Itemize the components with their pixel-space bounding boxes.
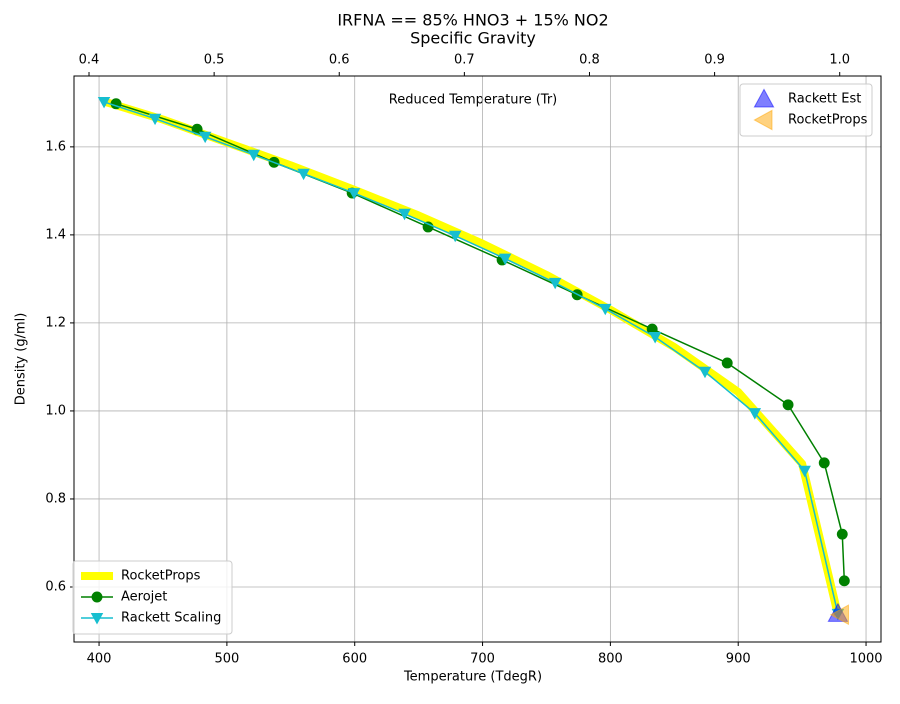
marker [753, 109, 773, 131]
x-tick-label: 600 [342, 652, 367, 667]
marker [97, 96, 111, 109]
marker [198, 131, 212, 144]
y-tick-label: 1.0 [45, 403, 66, 418]
x2-tick-label: 0.9 [704, 53, 725, 68]
legend-label: Aerojet [121, 590, 167, 605]
legend-label: Rackett Scaling [121, 611, 221, 626]
x2-tick-label: 1.0 [829, 53, 850, 68]
legend: Rackett Est RocketProps [739, 83, 873, 137]
marker [398, 208, 411, 221]
marker [247, 149, 260, 162]
marker [148, 113, 162, 126]
marker [91, 591, 103, 603]
x-tick-label: 400 [87, 652, 112, 667]
marker [721, 357, 733, 369]
marker [347, 188, 361, 200]
x2-axis-label: Reduced Temperature (Tr) [389, 93, 557, 108]
marker [782, 399, 794, 411]
legend-label: RocketProps [121, 569, 201, 584]
y-tick-label: 1.6 [45, 139, 66, 154]
y-tick-label: 1.2 [45, 315, 66, 330]
y-axis-label: Density (g/ml) [14, 313, 29, 406]
marker [297, 168, 310, 181]
marker [498, 253, 512, 266]
legend: RocketProps Aerojet Rackett Scaling [72, 560, 233, 635]
x2-tick-label: 0.4 [79, 53, 100, 68]
marker [648, 331, 662, 344]
x-tick-label: 1000 [849, 652, 882, 667]
y-tick-label: 0.6 [45, 579, 66, 594]
marker [829, 604, 849, 626]
legend-frame [739, 83, 873, 137]
x2-tick-label: 0.7 [454, 53, 475, 68]
x-tick-label: 500 [214, 652, 239, 667]
legend-label: Rackett Est [788, 92, 861, 107]
marker [818, 457, 830, 469]
chart-title: IRFNA == 85% HNO3 + 15% NO2 [337, 11, 608, 30]
x-tick-label: 800 [598, 652, 623, 667]
x2-tick-label: 0.6 [329, 53, 350, 68]
plot-frame [73, 75, 882, 643]
marker [798, 465, 811, 478]
marker [753, 88, 775, 108]
x-axis-label: Temperature (TdegR) [403, 670, 542, 685]
marker [698, 366, 712, 379]
marker [836, 528, 848, 540]
marker [90, 613, 104, 625]
marker [448, 230, 462, 243]
x-tick-label: 700 [470, 652, 495, 667]
marker [748, 408, 762, 420]
marker [838, 575, 850, 587]
legend-label: RocketProps [788, 113, 868, 128]
x2-tick-label: 0.8 [579, 53, 600, 68]
line [103, 101, 839, 615]
chart-subtitle: Specific Gravity [410, 29, 536, 48]
y-tick-label: 1.4 [45, 227, 66, 242]
marker [548, 277, 562, 290]
x2-tick-label: 0.5 [204, 53, 225, 68]
x-tick-label: 900 [726, 652, 751, 667]
marker [599, 303, 612, 316]
y-tick-label: 0.8 [45, 491, 66, 506]
